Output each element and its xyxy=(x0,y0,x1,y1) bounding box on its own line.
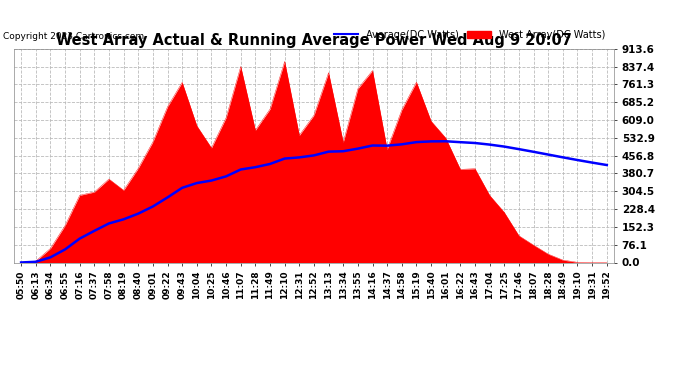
Text: Copyright 2023 Cartronics.com: Copyright 2023 Cartronics.com xyxy=(3,32,145,41)
Title: West Array Actual & Running Average Power Wed Aug 9 20:07: West Array Actual & Running Average Powe… xyxy=(56,33,572,48)
Legend: Average(DC Watts), West Array(DC Watts): Average(DC Watts), West Array(DC Watts) xyxy=(331,26,609,44)
